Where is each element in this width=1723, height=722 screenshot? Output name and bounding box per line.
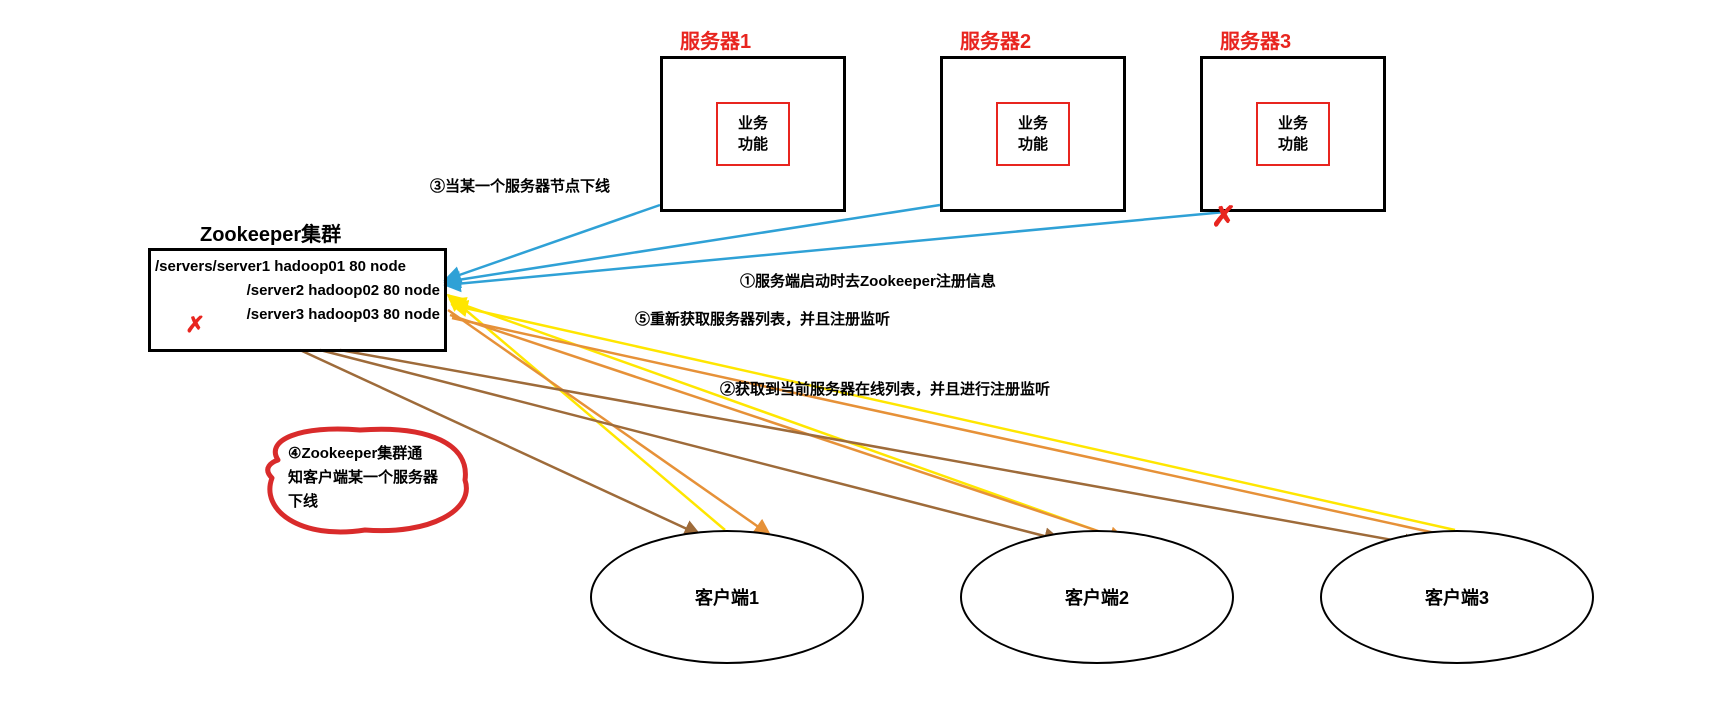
client-ellipse-1: 客户端1 [590,530,864,664]
annotation-1: ①服务端启动时去Zookeeper注册信息 [740,270,996,291]
client-ellipse-3: 客户端3 [1320,530,1594,664]
zk-line1: /servers/server1 hadoop01 80 node [155,255,440,279]
server-box-3: 业务功能 [1200,56,1386,212]
x-mark-zk: ✗ [185,312,205,338]
server-inner-line2: 功能 [738,134,768,155]
annotation-3: ③当某一个服务器节点下线 [430,175,610,196]
server-inner-line2: 功能 [1278,134,1308,155]
server-inner-3: 业务功能 [1256,102,1330,166]
x-mark-server3: ✗ [1211,200,1237,233]
server-inner-line1: 业务 [738,113,768,134]
server-inner-1: 业务功能 [716,102,790,166]
client-ellipse-2: 客户端2 [960,530,1234,664]
annotation-4-line1: ④Zookeeper集群通 [288,445,422,462]
annotation-4-line2: 知客户端某一个服务器 [288,469,438,486]
server-box-1: 业务功能 [660,56,846,212]
server-inner-line2: 功能 [1018,134,1048,155]
annotation-2: ②获取到当前服务器在线列表，并且进行注册监听 [720,378,1050,399]
server-box-2: 业务功能 [940,56,1126,212]
zookeeper-title: Zookeeper集群 [200,218,341,247]
server-inner-line1: 业务 [1278,113,1308,134]
annotation-5: ⑤重新获取服务器列表，并且注册监听 [635,308,890,329]
server-inner-line1: 业务 [1018,113,1048,134]
server-title-1: 服务器1 [680,25,751,54]
server-title-3: 服务器3 [1220,25,1291,54]
server-inner-2: 业务功能 [996,102,1070,166]
server-title-2: 服务器2 [960,25,1031,54]
annotation-4-bubble: ④Zookeeper集群通 知客户端某一个服务器 下线 [288,442,458,514]
annotation-4-line3: 下线 [288,493,318,510]
zk-line2: /server2 hadoop02 80 node [155,279,440,303]
